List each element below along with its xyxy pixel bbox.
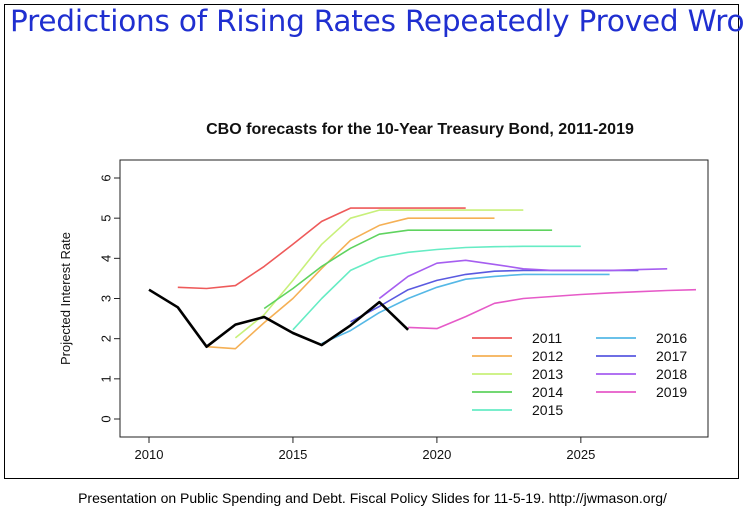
y-tick-label: 5	[99, 215, 114, 222]
slide-title: Predictions of Rising Rates Repeatedly P…	[10, 4, 745, 38]
y-tick-label: 1	[99, 375, 114, 382]
series-line-2017	[350, 269, 639, 323]
series-line-2011	[177, 207, 466, 290]
legend-label-2015: 2015	[532, 402, 563, 418]
y-tick-label: 0	[99, 415, 114, 422]
x-tick-label: 2020	[422, 447, 451, 462]
legend-label-2013: 2013	[532, 366, 563, 382]
legend-label-2018: 2018	[656, 366, 687, 382]
series-line-2015	[292, 245, 581, 331]
y-tick-label: 6	[99, 174, 114, 181]
series-line-2018	[378, 259, 668, 300]
legend-label-2019: 2019	[656, 384, 687, 400]
y-axis-label: Projected Interest Rate	[58, 232, 73, 365]
plot-box	[119, 159, 709, 438]
series-line-2019	[408, 288, 697, 330]
chart-axes: 2010 2015 2020 2025 0 1 2 3 4 5 6 Projected Interes…	[58, 159, 709, 462]
x-tick-label: 2010	[135, 447, 164, 462]
x-tick-label: 2015	[278, 447, 307, 462]
y-tick-label: 2	[99, 335, 114, 342]
chart-legend: 2011 2012 2013 2014 2015 2016 2017 2018 2019	[472, 330, 687, 418]
legend-label-2014: 2014	[532, 384, 563, 400]
legend-label-2017: 2017	[656, 348, 687, 364]
series-line-2012	[206, 217, 495, 350]
footer-text: Presentation on Public Spending and Debt…	[78, 490, 667, 506]
y-tick-label: 4	[99, 255, 114, 262]
chart-title: CBO forecasts for the 10-Year Treasury B…	[206, 121, 634, 138]
legend-label-2016: 2016	[656, 330, 687, 346]
legend-label-2011: 2011	[532, 330, 562, 346]
series-line-2013	[234, 209, 524, 339]
y-tick-label: 3	[99, 295, 114, 302]
series-line-2016	[321, 273, 610, 345]
x-tick-label: 2025	[566, 447, 595, 462]
legend-label-2012: 2012	[532, 348, 563, 364]
actual-rate-line	[148, 288, 410, 349]
slide-frame	[4, 4, 739, 479]
series-line-2014	[263, 229, 553, 310]
chart-series	[148, 207, 697, 350]
